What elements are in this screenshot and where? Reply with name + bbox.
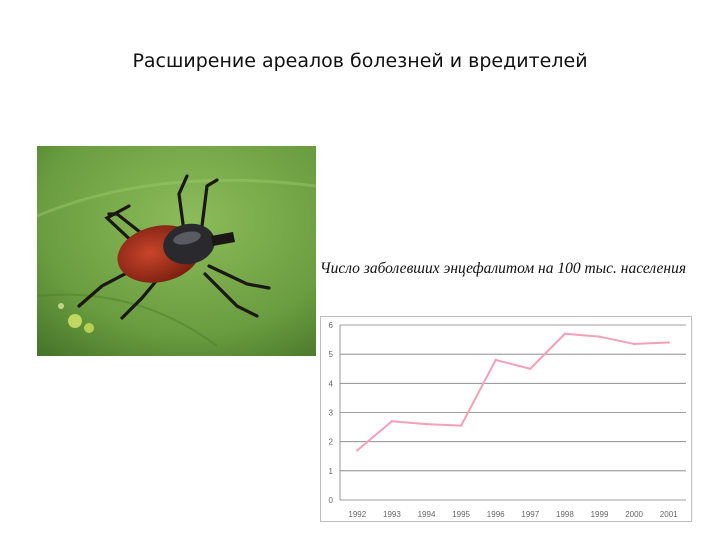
x-tick-label: 1999 — [591, 510, 609, 519]
y-tick-label: 2 — [329, 438, 334, 447]
x-tick-label: 1993 — [383, 510, 401, 519]
data-point — [598, 335, 601, 338]
x-tick-label: 2001 — [660, 510, 678, 519]
series-line — [356, 332, 669, 452]
data-point — [494, 358, 497, 362]
y-tick-label: 5 — [329, 350, 334, 359]
leaf-vein — [37, 178, 316, 218]
tick-shield — [163, 223, 215, 265]
line-chart: 0 1 2 3 4 5 6 1992 1993 1994 1995 1996 1997 1998 1999… — [320, 316, 692, 522]
data-point — [667, 341, 670, 344]
data-point — [459, 424, 463, 427]
data-point — [425, 422, 428, 426]
y-tick-label: 3 — [329, 409, 334, 418]
x-tick-label: 1994 — [418, 510, 436, 519]
data-point — [632, 342, 636, 346]
data-point — [356, 449, 359, 452]
tick-photo — [37, 146, 316, 356]
x-tick-label: 1992 — [348, 510, 366, 519]
tick-head — [211, 232, 235, 246]
y-tick-label: 0 — [329, 496, 334, 505]
y-tick-label: 4 — [329, 379, 334, 388]
chart-border — [320, 316, 692, 522]
data-point — [529, 367, 532, 370]
slide-title: Расширение ареалов болезней и вредителей — [132, 50, 588, 72]
data-point — [390, 420, 394, 423]
x-tick-label: 1996 — [487, 510, 505, 519]
data-point — [563, 332, 567, 335]
x-tick-label: 1995 — [452, 510, 470, 519]
x-tick-label: 2000 — [625, 510, 643, 519]
x-tick-label: 1997 — [521, 510, 539, 519]
x-tick-label: 1998 — [556, 510, 574, 519]
y-tick-label: 6 — [329, 321, 334, 330]
chart-title: Число заболевших энцефалитом на 100 тыс.… — [319, 260, 687, 277]
y-tick-label: 1 — [329, 467, 334, 476]
